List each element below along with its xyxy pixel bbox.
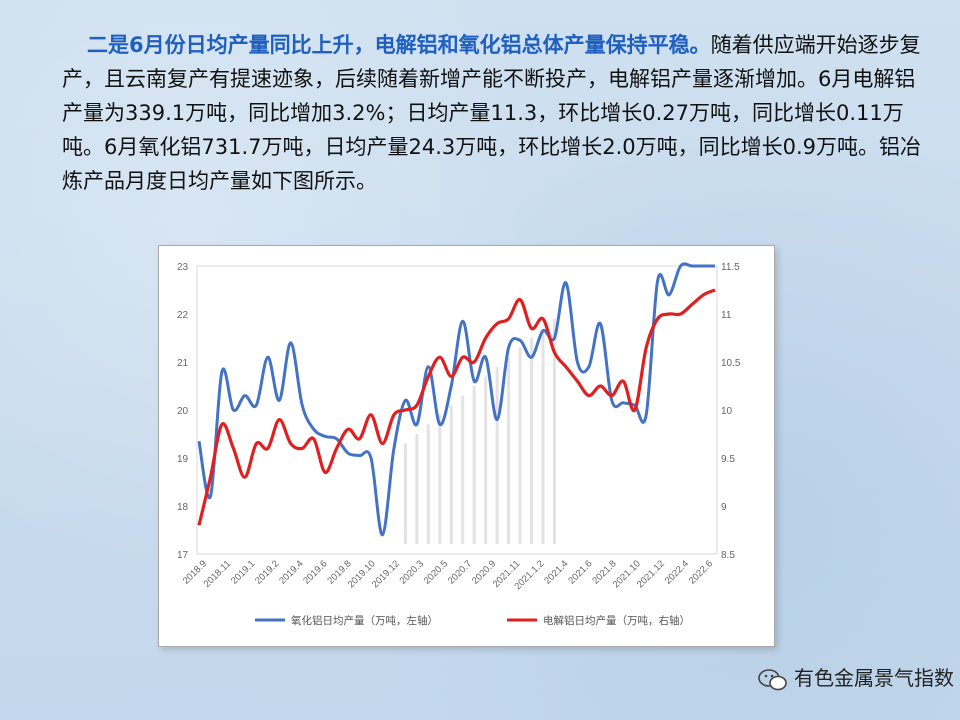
x-tick-label: 2021.4 <box>542 558 570 586</box>
legend-label-1: 电解铝日均产量（万吨，右轴） <box>543 614 690 627</box>
series-line-1 <box>197 288 716 526</box>
wechat-icon <box>758 668 788 691</box>
y-right-tick-label: 9.5 <box>721 454 735 465</box>
x-tick-label: 2019.1 <box>229 558 257 586</box>
x-tick-label: 2021.6 <box>566 558 594 586</box>
x-tick-label: 2019.6 <box>301 558 329 586</box>
y-left-tick-label: 21 <box>177 358 189 369</box>
y-right-tick-label: 10.5 <box>721 358 741 369</box>
y-left-tick-label: 23 <box>177 262 189 273</box>
y-right-tick-label: 11.5 <box>721 262 740 273</box>
paragraph-body: 随着供应端开始逐步复产，且云南复产有提速迹象，后续随着新增产能不断投产，电解铝产… <box>62 33 922 193</box>
y-left-tick-label: 20 <box>177 406 189 417</box>
y-right-tick-label: 9 <box>721 502 727 513</box>
x-tick-label: 2020.5 <box>422 558 450 586</box>
plot-area <box>196 265 718 555</box>
y-left-tick-label: 18 <box>177 502 189 513</box>
y-left-tick-label: 22 <box>177 310 189 321</box>
x-tick-label: 2020.3 <box>398 558 426 586</box>
x-tick-label: 2022.4 <box>663 558 691 586</box>
y-left-tick-label: 19 <box>177 454 189 465</box>
chart-panel: 17 18 19 20 21 22 23 8.5 9 9.5 10 10.5 11 11.5 2018.9 2… <box>158 245 775 647</box>
legend-label-0: 氧化铝日均产量（万吨，左轴） <box>291 614 438 627</box>
y-right-tick-label: 10 <box>721 406 733 417</box>
x-tick-label: 2018.11 <box>202 558 234 590</box>
x-tick-label: 2022.6 <box>687 558 715 586</box>
y-right-tick-label: 11 <box>721 310 732 321</box>
x-tick-label: 2020.7 <box>446 558 474 586</box>
x-tick-label: 2019.2 <box>253 558 281 586</box>
intro-paragraph: 二是6月份日均产量同比上升，电解铝和氧化铝总体产量保持平稳。随着供应端开始逐步复… <box>62 28 922 198</box>
x-tick-label: 2019.4 <box>277 558 305 586</box>
dual-axis-line-chart: 171819202122238.599.51010.51111.52018.92… <box>177 262 741 627</box>
wechat-watermark: 有色金属景气指数 <box>758 662 954 691</box>
watermark-text: 有色金属景气指数 <box>794 666 954 690</box>
paragraph-lead: 二是6月份日均产量同比上升，电解铝和氧化铝总体产量保持平稳。 <box>87 33 711 57</box>
y-right-tick-label: 8.5 <box>721 550 735 561</box>
y-left-tick-label: 17 <box>177 550 189 561</box>
